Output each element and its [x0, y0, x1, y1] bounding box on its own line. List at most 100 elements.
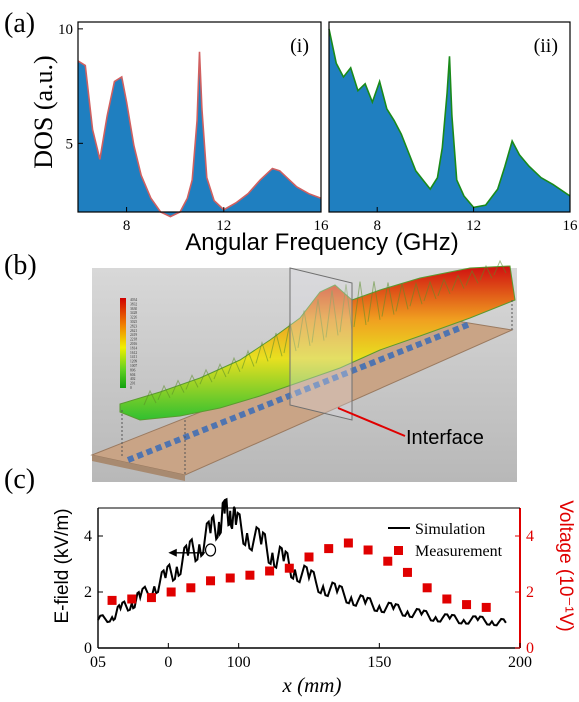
field-ridge — [311, 299, 325, 343]
colorbar-ticks: 4034383236303428322630252823262124192218… — [130, 298, 137, 390]
field-ridge — [395, 283, 409, 312]
field-ridge — [381, 282, 395, 317]
field-ridge — [269, 332, 283, 359]
measurement-point — [383, 556, 393, 566]
colorbar-tick: 3025 — [130, 320, 137, 324]
measurement-point — [324, 544, 334, 554]
measurement-point — [442, 594, 452, 604]
dos-area — [329, 28, 570, 213]
measurement-point — [304, 552, 314, 562]
colorbar-tick: 201 — [130, 382, 136, 386]
measurement-point — [402, 567, 412, 577]
legend-measurement-label: Measurement — [415, 543, 503, 560]
x-tick-label: 16 — [314, 218, 330, 234]
field-ridge — [241, 349, 255, 369]
measurement-point — [422, 583, 432, 593]
subpanel-label: (i) — [290, 35, 309, 57]
colorbar-tick: 2621 — [130, 329, 137, 333]
colorbar-tick: 2419 — [130, 333, 137, 337]
measurement-point — [127, 594, 137, 604]
plot-frame — [77, 21, 322, 213]
field-ridge — [297, 310, 311, 348]
measurement-point — [462, 600, 472, 610]
panel-label-b: (b) — [4, 250, 37, 281]
y-tick-label: 10 — [58, 22, 73, 38]
panel-c: E-field (kV/m) Voltage (10⁻¹V) x (mm) 05… — [52, 497, 576, 697]
colorbar — [120, 298, 126, 388]
legend-measurement-swatch — [394, 546, 403, 555]
field-ridges — [143, 259, 507, 406]
colorbar-tick: 3630 — [130, 307, 137, 311]
x-tick-label: 0 — [164, 654, 172, 671]
x-tick-label: 100 — [227, 654, 251, 671]
legend-simulation-label: Simulation — [415, 521, 485, 538]
field-ridge — [255, 341, 269, 364]
field-ridge — [185, 374, 199, 390]
measurement-point — [107, 595, 117, 605]
x-tick-label: 8 — [123, 218, 131, 234]
y-tick-label: 0 — [84, 640, 92, 657]
y-tick-label: 2 — [84, 584, 92, 601]
field-ridge — [437, 277, 451, 296]
field-ridge — [157, 384, 171, 400]
field-ridge — [353, 281, 367, 328]
colorbar-tick: 1612 — [130, 351, 137, 355]
field-ridge — [451, 274, 465, 291]
colorbar-tick: 3226 — [130, 316, 137, 320]
field-ridge — [409, 281, 423, 307]
colorbar-tick: 2823 — [130, 324, 137, 328]
field-ridge — [325, 290, 339, 338]
field-ridge — [227, 356, 241, 374]
axis-pointer-arrowhead — [168, 548, 177, 557]
x-tick-label: 05 — [90, 654, 106, 671]
x-tick-label: 16 — [563, 218, 579, 234]
voltage-ylabel: Voltage (10⁻¹V) — [555, 500, 576, 632]
field-ridge — [367, 281, 381, 322]
dos-outline — [328, 28, 571, 209]
dos-plot-ii: 8 12 16 (ii) — [328, 21, 579, 234]
field-ridge — [199, 368, 213, 385]
x-tick-label: 12 — [216, 218, 231, 234]
field-ridge — [423, 280, 437, 302]
subpanel-label: (ii) — [534, 35, 558, 57]
measurement-point — [146, 593, 156, 603]
field-ridge — [339, 284, 353, 333]
measurement-point — [363, 545, 373, 555]
panel-label-a: (a) — [4, 8, 35, 39]
colorbar-tick: 2218 — [130, 338, 137, 342]
y-tick-right-label: 4 — [526, 528, 534, 545]
interface-label: Interface — [406, 427, 484, 449]
field-ridge — [479, 264, 493, 281]
dos-ylabel: DOS (a.u.) — [29, 55, 58, 168]
colorbar-tick: 1209 — [130, 360, 137, 364]
measurement-point — [186, 583, 196, 593]
field-ridge — [143, 389, 157, 406]
colorbar-tick: 0 — [130, 386, 132, 390]
measurement-point — [481, 602, 491, 612]
dos-plot-i: 8 12 16 5 10 (i) — [58, 21, 330, 234]
x-tick-label: 200 — [508, 654, 532, 671]
position-xlabel: x (mm) — [282, 673, 342, 697]
measurement-point — [206, 576, 216, 586]
y-tick-label: 4 — [84, 528, 92, 545]
colorbar-tick: 4034 — [130, 298, 137, 302]
colorbar-tick: 604 — [130, 373, 136, 377]
measurement-point — [284, 563, 294, 573]
efield-ylabel: E-field (kV/m) — [52, 508, 73, 623]
panel-label-c: (c) — [4, 464, 35, 495]
measurement-point — [166, 587, 176, 597]
colorbar-tick: 806 — [130, 368, 136, 372]
x-tick-label: 150 — [367, 654, 391, 671]
x-tick-label: 8 — [373, 218, 381, 234]
x-tick-label: 12 — [466, 218, 481, 234]
frequency-xlabel: Angular Frequency (GHz) — [185, 229, 458, 256]
field-ridge — [213, 362, 227, 380]
field-ridge — [171, 379, 185, 395]
measurement-point — [225, 573, 235, 583]
y-tick-right-label: 0 — [526, 640, 534, 657]
y-tick-label: 5 — [66, 136, 74, 152]
substrate-edge — [92, 455, 185, 481]
interface-pointer — [337, 407, 406, 437]
axis-pointer-circle — [204, 543, 217, 557]
